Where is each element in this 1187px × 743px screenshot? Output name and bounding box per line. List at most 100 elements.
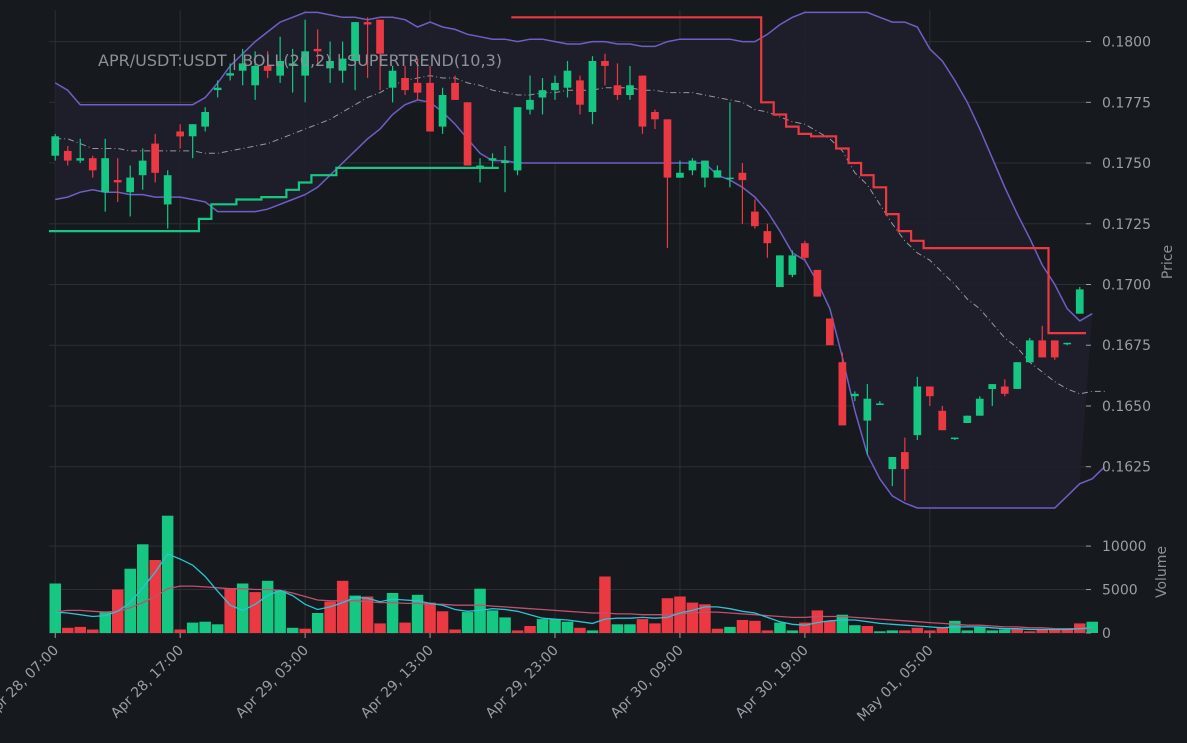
candle-body xyxy=(188,124,197,137)
candle-body xyxy=(88,158,97,171)
candle-body xyxy=(913,386,922,436)
candle-body xyxy=(226,73,234,76)
candle-body xyxy=(876,403,884,405)
candle-body xyxy=(138,160,147,176)
volume-bar xyxy=(224,588,236,633)
volume-bar xyxy=(436,611,449,633)
volume-bar xyxy=(574,627,586,633)
volume-bar xyxy=(449,629,461,633)
candle-body xyxy=(1025,340,1034,363)
candle-body xyxy=(538,90,547,98)
candle-body xyxy=(626,85,634,95)
volume-tick-label: 10000 xyxy=(1102,539,1147,555)
volume-bar xyxy=(799,622,811,633)
candle-body xyxy=(950,437,959,440)
candle-body xyxy=(676,172,684,178)
volume-bar xyxy=(374,623,386,633)
price-tick-label: 0.1800 xyxy=(1102,35,1151,51)
candle-body xyxy=(201,112,209,127)
volume-bar xyxy=(124,568,136,633)
volume-bar xyxy=(786,630,799,633)
price-axis-label: Price xyxy=(1160,245,1176,279)
candle-body xyxy=(1038,340,1047,358)
candle-body xyxy=(451,82,459,100)
candle-body xyxy=(551,82,559,91)
candle-body xyxy=(863,398,872,421)
volume-axis-label: Volume xyxy=(1154,546,1170,598)
bollinger-lower-line xyxy=(55,99,1106,509)
volume-bar xyxy=(524,626,536,633)
volume-bar xyxy=(999,629,1011,633)
volume-bar xyxy=(711,628,724,633)
bollinger-middle-line xyxy=(55,75,1105,395)
price-tick-label: 0.1675 xyxy=(1102,338,1151,354)
volume-bar xyxy=(661,598,674,633)
candle-body xyxy=(788,255,797,275)
candle-body xyxy=(813,269,822,297)
volume-bar xyxy=(399,622,411,633)
candle-body xyxy=(688,160,697,171)
volume-bar xyxy=(849,625,861,633)
candle-body xyxy=(776,255,784,287)
candle-body xyxy=(1013,362,1022,389)
volume-bar xyxy=(624,624,636,633)
candle-body xyxy=(638,75,647,127)
volume-bar xyxy=(811,610,824,633)
volume-bar xyxy=(911,627,924,633)
candle-body xyxy=(476,165,484,168)
candle-body xyxy=(751,211,759,227)
volume-bar xyxy=(974,626,986,633)
candle-body xyxy=(1075,289,1084,314)
volume-bar xyxy=(324,601,336,633)
candle-body xyxy=(901,452,909,470)
volume-bar xyxy=(361,596,374,633)
candle-body xyxy=(126,177,134,193)
candle-body xyxy=(413,82,422,93)
volume-bar xyxy=(536,619,549,633)
volume-bar xyxy=(186,622,199,633)
volume-bar xyxy=(636,619,649,633)
volume-bar xyxy=(611,624,624,633)
volume-bar xyxy=(649,623,661,633)
candle-body xyxy=(563,70,572,88)
price-tick-label: 0.1725 xyxy=(1102,217,1151,233)
volume-axis-ticks: 0 5000 10000 xyxy=(1086,539,1147,642)
volume-bar xyxy=(924,630,936,633)
volume-bar xyxy=(874,631,886,633)
candle-body xyxy=(738,172,747,181)
candle-body xyxy=(851,393,859,397)
candle-body xyxy=(651,112,659,120)
volume-bar xyxy=(499,617,511,633)
volume-tick-label: 0 xyxy=(1102,626,1111,642)
volume-bar xyxy=(211,624,224,633)
volume-bar xyxy=(861,626,874,633)
candle-body xyxy=(576,80,584,105)
candle-body xyxy=(926,386,934,397)
volume-bar xyxy=(549,619,561,633)
volume-bar xyxy=(87,629,99,633)
volume-bar xyxy=(199,621,211,633)
volume-bar xyxy=(899,630,911,633)
price-tick-label: 0.1650 xyxy=(1102,399,1151,415)
candle-body xyxy=(238,63,247,71)
volume-bar xyxy=(1036,629,1048,633)
volume-bar xyxy=(174,629,186,633)
volume-bar xyxy=(49,583,61,633)
volume-bar xyxy=(724,626,736,633)
candle-body xyxy=(113,180,122,183)
candle-body xyxy=(288,63,297,66)
candle-body xyxy=(801,243,809,258)
volume-ma-fast-line xyxy=(55,553,1093,631)
candle-body xyxy=(426,82,434,132)
volume-bar xyxy=(1049,629,1061,633)
supertrend-up-segment xyxy=(49,166,499,233)
price-tick-label: 0.1700 xyxy=(1102,278,1151,294)
candle-body xyxy=(301,51,309,76)
price-tick-label: 0.1750 xyxy=(1102,156,1151,172)
volume-bar xyxy=(986,630,998,633)
candle-body xyxy=(351,22,359,62)
volume-bar xyxy=(749,620,761,633)
candle-body xyxy=(338,58,347,71)
candle-body xyxy=(726,177,734,180)
